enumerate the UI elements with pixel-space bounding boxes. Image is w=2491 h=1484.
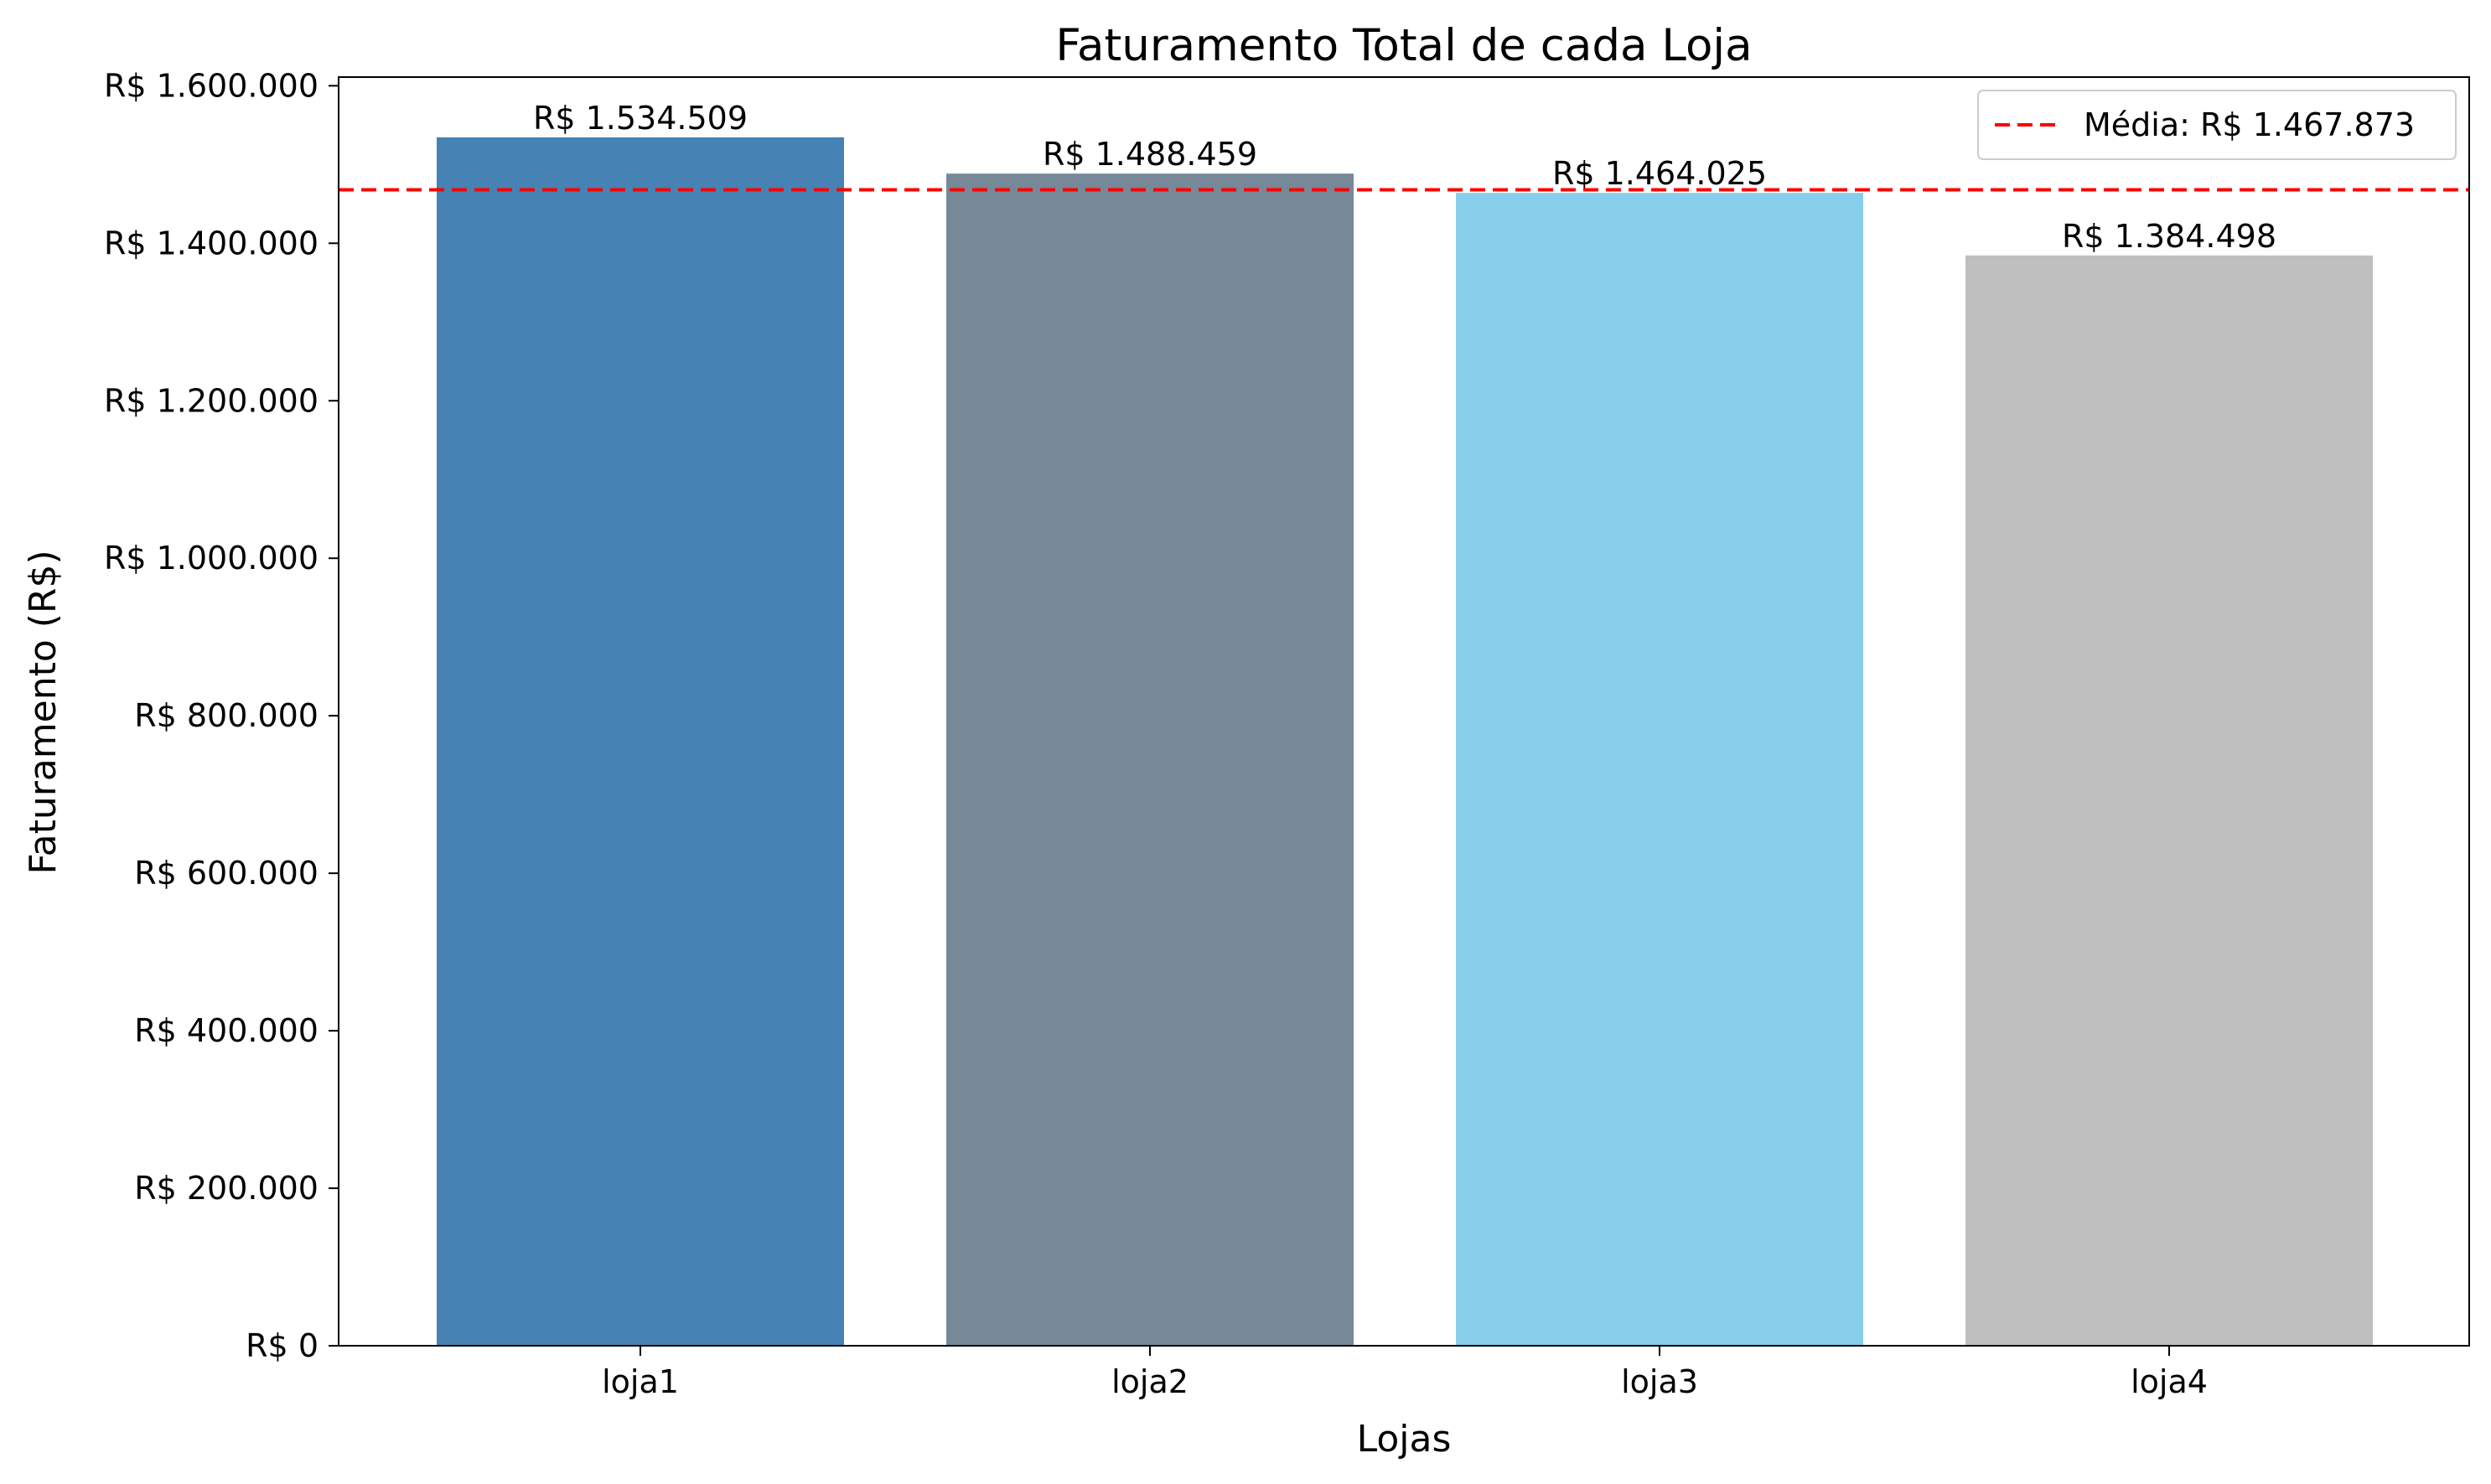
y-tick-label: R$ 800.000 (134, 697, 318, 734)
y-tick-label: R$ 1.600.000 (104, 67, 318, 104)
bar-value-label: R$ 1.384.498 (2062, 218, 2276, 255)
x-axis-label: Lojas (1357, 1418, 1452, 1461)
y-tick-label: R$ 1.400.000 (104, 225, 318, 261)
x-tick-label: loja4 (2131, 1363, 2208, 1400)
y-tick-label: R$ 1.200.000 (104, 382, 318, 419)
bar-loja3 (1456, 193, 1863, 1346)
bar-value-label: R$ 1.464.025 (1552, 155, 1767, 192)
y-axis-ticks: R$ 0 R$ 200.000 R$ 400.000 R$ 600.000 R$ 800… (104, 67, 339, 1364)
legend-mean-label: Média: R$ 1.467.873 (2084, 106, 2415, 143)
y-tick-label: R$ 1.000.000 (104, 540, 318, 577)
bars (437, 137, 2373, 1347)
legend: Média: R$ 1.467.873 (1977, 90, 2457, 160)
y-tick-label: R$ 400.000 (134, 1012, 318, 1049)
bar-value-label: R$ 1.488.459 (1043, 136, 1257, 173)
chart-title: Faturamento Total de cada Loja (1055, 20, 1752, 71)
bar-loja1 (437, 137, 844, 1347)
x-tick-label: loja3 (1621, 1363, 1698, 1400)
y-tick-label: R$ 0 (246, 1327, 318, 1364)
x-tick-label: loja1 (602, 1363, 679, 1400)
x-axis-ticks: loja1 loja2 loja3 loja4 (602, 1346, 2208, 1400)
bar-loja4 (1965, 255, 2373, 1347)
bar-value-label: R$ 1.534.509 (533, 100, 748, 137)
y-tick-label: R$ 200.000 (134, 1170, 318, 1207)
plot-frame (338, 76, 2470, 1347)
legend-box (1977, 90, 2457, 160)
y-tick-label: R$ 600.000 (134, 855, 318, 892)
bar-loja2 (946, 173, 1354, 1346)
x-tick-label: loja2 (1111, 1363, 1189, 1400)
bar-value-labels: R$ 1.534.509 R$ 1.488.459 R$ 1.464.025 R$ 1… (533, 100, 2276, 255)
y-axis-label: Faturamento (R$) (22, 550, 65, 874)
